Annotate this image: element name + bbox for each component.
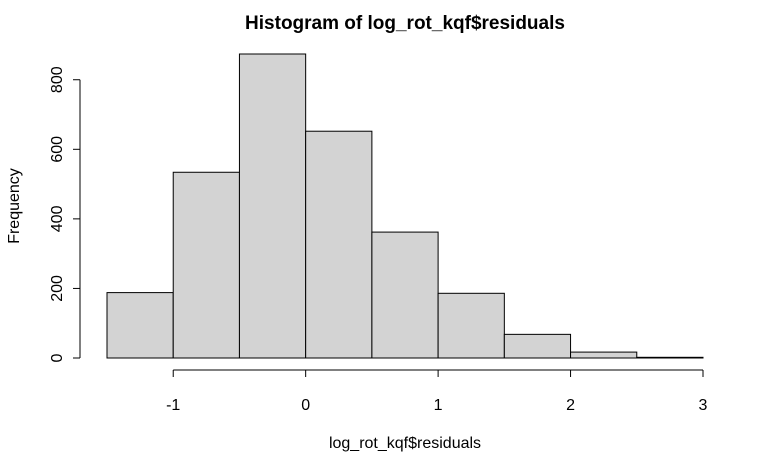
histogram-bar <box>238 53 307 359</box>
histogram-bar <box>106 292 174 359</box>
x-tick-label: 2 <box>566 397 575 414</box>
x-tick-label: 0 <box>301 397 310 414</box>
y-tick-label: 600 <box>49 136 66 163</box>
y-axis-label: Frequency <box>6 168 23 244</box>
y-axis: 0 200 400 600 800 <box>49 66 81 362</box>
x-tick-label: 1 <box>434 397 443 414</box>
histogram-bar <box>636 356 704 359</box>
bars-group <box>106 53 704 359</box>
histogram-bar <box>371 231 439 359</box>
chart-title: Histogram of log_rot_kqf$residuals <box>245 13 565 34</box>
x-axis-label: log_rot_kqf$residuals <box>329 435 481 452</box>
histogram-bar <box>305 130 373 359</box>
y-tick-label: 800 <box>49 66 66 93</box>
histogram-bar <box>172 171 240 359</box>
histogram-bar <box>437 292 505 359</box>
y-tick-label: 200 <box>49 275 66 302</box>
x-tick-label: 3 <box>699 397 708 414</box>
x-axis: -1 0 1 2 3 <box>166 369 708 414</box>
histogram-bar <box>503 333 572 359</box>
x-tick-label: -1 <box>166 397 180 414</box>
histogram-bar <box>570 351 638 359</box>
y-tick-label: 0 <box>49 353 66 362</box>
y-tick-label: 400 <box>49 205 66 232</box>
